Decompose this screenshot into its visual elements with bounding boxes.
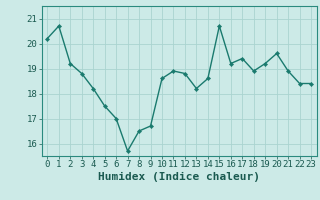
X-axis label: Humidex (Indice chaleur): Humidex (Indice chaleur) — [98, 172, 260, 182]
